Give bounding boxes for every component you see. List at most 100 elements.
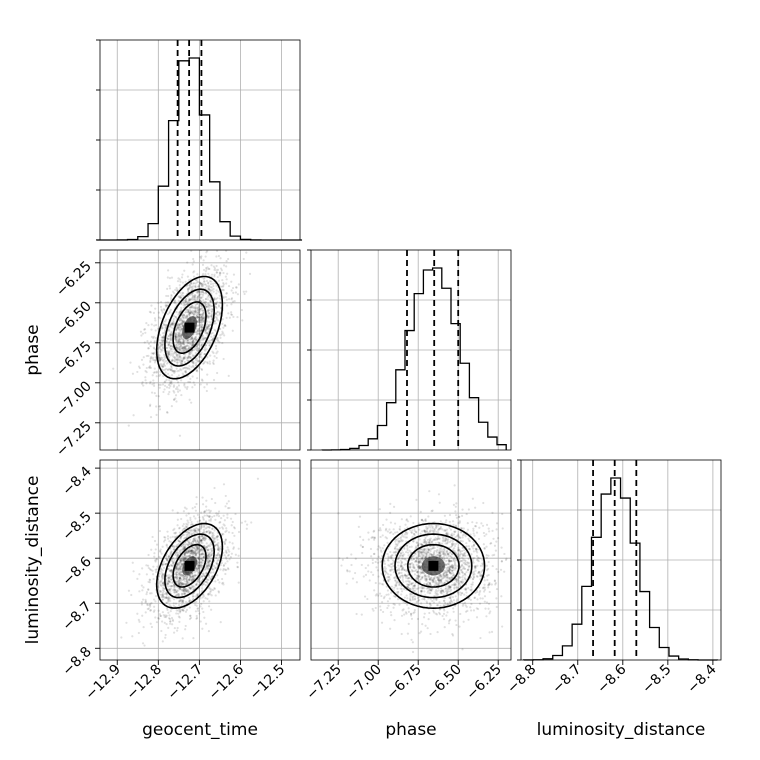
sample-point <box>225 529 228 532</box>
sample-point <box>204 297 208 300</box>
sample-point <box>449 601 452 605</box>
sample-point <box>183 552 187 555</box>
sample-point <box>188 606 191 609</box>
sample-point <box>209 551 213 554</box>
sample-point <box>162 363 165 366</box>
sample-point <box>223 519 226 522</box>
sample-point <box>450 560 453 563</box>
sample-point <box>215 512 218 515</box>
sample-point <box>198 321 201 324</box>
sample-point <box>191 341 194 345</box>
sample-point <box>173 576 176 579</box>
sample-point <box>477 557 480 560</box>
sample-point <box>216 336 219 340</box>
sample-point <box>175 329 178 332</box>
sample-point <box>447 569 450 572</box>
sample-point <box>157 609 160 612</box>
sample-point <box>177 593 180 596</box>
sample-point <box>214 594 217 597</box>
sample-point <box>189 550 193 553</box>
sample-point <box>178 349 181 352</box>
sample-point <box>449 559 452 563</box>
sample-point <box>199 325 203 328</box>
sample-point <box>182 340 185 343</box>
sample-point <box>213 268 216 272</box>
sample-point <box>209 299 212 303</box>
sample-point <box>199 557 203 561</box>
sample-point <box>176 288 179 291</box>
sample-point <box>346 556 349 559</box>
sample-point <box>174 588 177 592</box>
sample-point <box>169 331 172 334</box>
sample-point <box>180 569 183 572</box>
sample-point <box>190 575 193 578</box>
sample-point <box>196 295 200 298</box>
sample-point <box>161 595 164 598</box>
sample-point <box>172 352 175 355</box>
sample-point <box>230 552 233 555</box>
sample-point <box>413 598 416 601</box>
sample-point <box>450 599 453 603</box>
sample-point <box>182 589 185 592</box>
sample-point <box>150 352 153 355</box>
sample-point <box>482 531 485 535</box>
sample-point <box>161 620 164 623</box>
sample-point <box>450 555 453 558</box>
sample-point <box>430 579 433 582</box>
sample-point <box>185 589 188 592</box>
sample-point <box>429 598 432 601</box>
sample-point <box>192 313 195 317</box>
sample-point <box>187 288 190 291</box>
sample-point <box>198 557 201 560</box>
sample-point <box>234 553 237 556</box>
sample-point <box>209 530 212 533</box>
sample-point <box>423 575 426 578</box>
sample-point <box>178 577 182 580</box>
sample-point <box>216 275 219 279</box>
sample-point <box>455 623 458 627</box>
sample-point <box>209 555 212 558</box>
sample-point <box>394 579 397 583</box>
sample-point <box>163 587 166 590</box>
sample-point <box>426 575 429 578</box>
sample-point <box>170 551 173 554</box>
sample-point <box>163 356 166 359</box>
sample-point <box>487 602 491 605</box>
sample-point <box>219 547 222 551</box>
sample-point <box>448 570 451 573</box>
sample-point <box>196 347 200 350</box>
sample-point <box>185 348 188 351</box>
sample-point <box>503 552 506 556</box>
sample-point <box>184 316 187 319</box>
sample-point <box>203 300 206 304</box>
sample-point <box>425 579 428 583</box>
sample-point <box>178 334 181 337</box>
sample-point <box>464 610 468 613</box>
sample-point <box>201 536 204 539</box>
sample-point <box>138 573 141 576</box>
sample-point <box>178 343 181 346</box>
sample-point <box>201 596 204 599</box>
sample-point <box>387 579 390 582</box>
sample-point <box>175 569 178 572</box>
sample-point <box>462 565 465 569</box>
sample-point <box>450 559 453 562</box>
sample-point <box>189 516 192 519</box>
sample-point <box>194 603 197 606</box>
sample-point <box>178 346 181 349</box>
sample-point <box>153 609 156 612</box>
sample-point <box>428 538 431 541</box>
sample-point <box>206 549 209 552</box>
sample-point <box>161 593 164 596</box>
sample-point <box>387 555 390 558</box>
sample-point <box>145 366 148 370</box>
sample-point <box>206 568 209 571</box>
sample-point <box>213 587 216 591</box>
sample-point <box>198 308 201 311</box>
sample-point <box>196 296 200 299</box>
sample-point <box>177 582 181 585</box>
sample-point <box>199 332 202 335</box>
sample-point <box>200 255 203 258</box>
sample-point <box>164 323 167 326</box>
sample-point <box>211 338 214 341</box>
